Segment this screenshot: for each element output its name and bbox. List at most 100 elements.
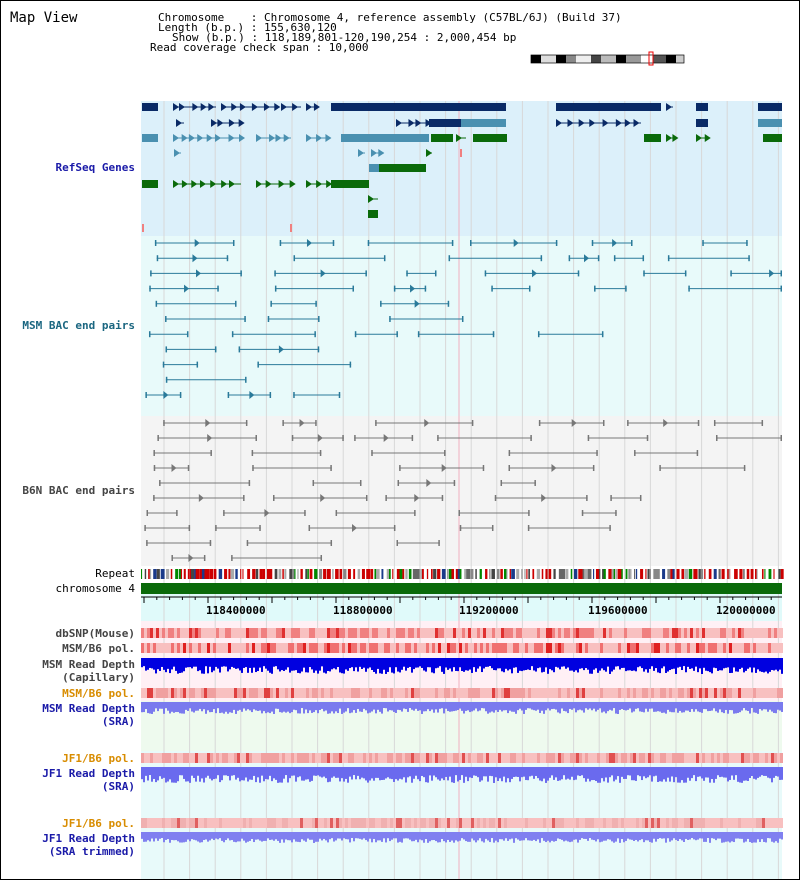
depth-bar [355,832,357,839]
heat-cell [402,818,405,828]
heat-cell [282,628,285,638]
depth-bar [627,702,629,710]
repeat-mark [166,569,170,579]
gene-exon [431,134,453,142]
depth-bar [411,702,413,710]
repeat-mark [548,569,552,579]
heat-cell [192,753,195,763]
depth-bar [315,832,317,842]
bac-end [270,300,272,307]
depth-bar [165,832,167,840]
heat-cell [387,628,390,638]
depth-bar [185,767,187,782]
depth-bar [409,702,411,709]
heat-cell [582,628,585,638]
heat-cell [243,688,246,698]
depth-bar [679,702,681,711]
depth-bar [617,767,619,777]
heat-cell [645,628,648,638]
depth-bar [207,767,209,776]
depth-bar [359,658,361,667]
heat-cell [705,688,708,698]
depth-bar [595,702,597,712]
heat-cell [474,688,477,698]
depth-bar [367,658,369,669]
repeat-mark [756,569,758,579]
heat-cell [252,688,255,698]
depth-bar [295,767,297,782]
depth-bar [479,832,481,839]
gene-arrow [269,134,276,142]
bac-end [367,240,370,246]
depth-bar [421,658,423,668]
depth-bar [397,702,399,710]
heat-cell [585,628,588,638]
depth-bar [385,832,387,843]
bac-end [163,420,165,426]
depth-bar [155,658,157,674]
heat-cell [507,643,510,653]
heat-cell [405,643,408,653]
heat-cell [729,628,732,638]
depth-bar [561,832,563,840]
heat-cell [726,643,729,653]
depth-bar [227,767,229,777]
depth-bar [261,832,263,842]
depth-bar [581,832,583,839]
depth-bar [163,832,165,843]
depth-bar [313,767,315,776]
heat-cell [462,753,465,763]
heat-cell [312,628,315,638]
depth-bar [407,702,409,712]
depth-bar [543,658,545,672]
depth-bar [279,702,281,713]
depth-bar [341,767,343,779]
depth-bar [157,702,159,712]
depth-bar [499,832,501,840]
heat-cell [453,628,456,638]
depth-bar [247,767,249,782]
repeat-mark [433,569,437,579]
heat-cell [174,643,177,653]
depth-bar [779,702,781,711]
bac-arrow [426,479,432,487]
heat-cell [141,753,144,763]
heat-cell [453,753,456,763]
bac-arrow [551,464,557,472]
depth-bar [741,767,743,783]
depth-bar [541,832,543,839]
depth-bar [457,658,459,672]
depth-bar [723,832,725,843]
depth-bar [313,832,315,843]
heat-cell [399,818,402,828]
gene-exon [142,134,158,142]
depth-bar [535,832,537,842]
depth-bar [423,767,425,778]
depth-bar [229,832,231,841]
depth-bar [209,658,211,667]
repeat-mark [778,569,781,579]
depth-bar [555,658,557,667]
heat-cell [222,643,225,653]
heat-cell [369,643,372,653]
depth-bar [427,767,429,783]
depth-bar [403,832,405,839]
depth-bar [275,832,277,840]
depth-bar [285,702,287,713]
heat-cell [339,628,342,638]
bac-end [154,240,157,246]
heat-cell [591,818,594,828]
heat-cell [291,628,294,638]
depth-bar [387,767,389,778]
gene-exon [696,103,708,111]
heat-cell [546,753,549,763]
gene-exon [456,103,506,111]
depth-bar [249,767,251,780]
repeat-mark [509,569,511,579]
track-label-msm-b6-pol-1: MSM/B6 pol. [62,642,135,655]
depth-bar [757,658,759,670]
heat-cell [471,643,474,653]
heat-cell [717,753,720,763]
heat-cell [597,688,600,698]
